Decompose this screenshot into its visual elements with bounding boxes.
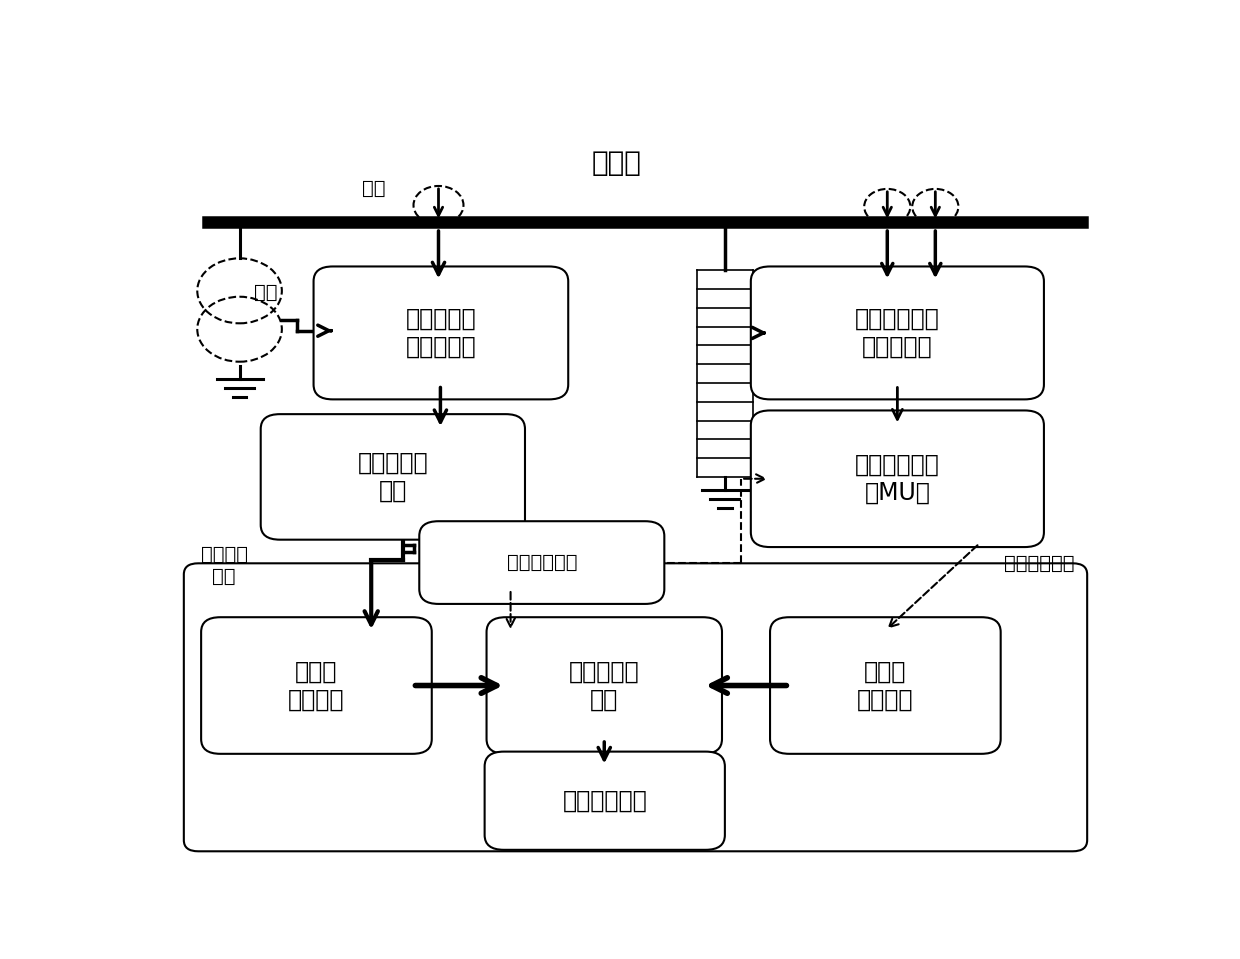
FancyBboxPatch shape — [314, 267, 568, 399]
Text: 测试结果输出: 测试结果输出 — [563, 788, 647, 812]
Text: 标准模拟量
信号: 标准模拟量 信号 — [357, 451, 428, 503]
FancyBboxPatch shape — [184, 563, 1087, 852]
Text: 合并单元装置
（MU）: 合并单元装置 （MU） — [856, 453, 940, 504]
Text: 信号电缆
传输: 信号电缆 传输 — [201, 545, 248, 586]
Text: 同步信号脉冲: 同步信号脉冲 — [507, 553, 577, 573]
FancyBboxPatch shape — [201, 618, 432, 754]
FancyBboxPatch shape — [486, 618, 722, 754]
Text: 模拟量
采集通道: 模拟量 采集通道 — [288, 660, 345, 712]
Text: 标准互感器
（标准源）: 标准互感器 （标准源） — [405, 307, 476, 359]
Text: 光纤数字传输: 光纤数字传输 — [1004, 553, 1074, 573]
Text: 高压侧: 高压侧 — [591, 149, 641, 177]
FancyBboxPatch shape — [419, 522, 665, 604]
FancyBboxPatch shape — [770, 618, 1001, 754]
Text: 数字量
采集通道: 数字量 采集通道 — [857, 660, 914, 712]
FancyBboxPatch shape — [485, 752, 725, 850]
Text: 电流: 电流 — [362, 179, 386, 199]
Text: 参数计算及
比较: 参数计算及 比较 — [569, 660, 640, 712]
FancyBboxPatch shape — [751, 267, 1044, 399]
Text: 电子式互感器
（待校验）: 电子式互感器 （待校验） — [856, 307, 940, 359]
FancyBboxPatch shape — [751, 410, 1044, 547]
FancyBboxPatch shape — [260, 414, 525, 540]
Text: 电压: 电压 — [254, 283, 278, 302]
